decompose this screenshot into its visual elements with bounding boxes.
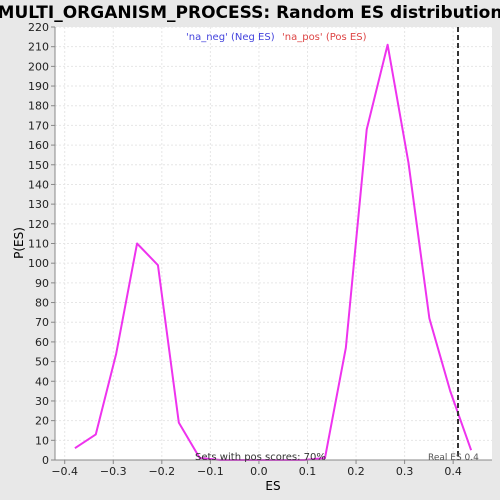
- y-tick-label: 100: [28, 257, 49, 270]
- x-tick-label: 0.0: [250, 465, 268, 478]
- y-tick-label: 170: [28, 119, 49, 132]
- y-tick-label: 210: [28, 41, 49, 54]
- y-tick-label: 110: [28, 238, 49, 251]
- y-axis-label: P(ES): [12, 227, 26, 259]
- real-es-label: Real ES 0.4: [428, 453, 479, 463]
- y-tick-label: 120: [28, 218, 49, 231]
- x-tick-label: −0.3: [100, 465, 127, 478]
- y-tick-label: 40: [35, 375, 49, 388]
- y-tick-label: 0: [42, 454, 49, 467]
- chart-title: MULTI_ORGANISM_PROCESS: Random ES distri…: [0, 3, 500, 23]
- y-tick-label: 160: [28, 139, 49, 152]
- y-tick-label: 80: [35, 297, 49, 310]
- y-tick-label: 20: [35, 415, 49, 428]
- y-tick-label: 50: [35, 356, 49, 369]
- y-tick-label: 150: [28, 159, 49, 172]
- y-tick-label: 70: [35, 316, 49, 329]
- pos-scores-annotation: Sets with pos scores: 70%: [195, 452, 326, 463]
- legend-neg: 'na_neg' (Neg ES): [186, 32, 275, 43]
- y-tick-label: 140: [28, 178, 49, 191]
- legend-pos: 'na_pos' (Pos ES): [282, 32, 367, 43]
- x-tick-label: 0.2: [347, 465, 365, 478]
- y-tick-label: 90: [35, 277, 49, 290]
- x-tick-label: 0.1: [299, 465, 317, 478]
- x-tick-label: −0.4: [51, 465, 78, 478]
- y-tick-label: 60: [35, 336, 49, 349]
- y-tick-label: 180: [28, 100, 49, 113]
- y-tick-label: 10: [35, 434, 49, 447]
- x-tick-label: 0.3: [396, 465, 414, 478]
- x-tick-label: 0.4: [444, 465, 462, 478]
- axis-ticks: 0 10 20 30 40 50 60 70 80 90 100 110 120 130 140 150 160…: [28, 21, 462, 478]
- x-tick-label: −0.2: [148, 465, 175, 478]
- x-axis-label: ES: [265, 479, 280, 493]
- x-tick-label: −0.1: [197, 465, 224, 478]
- y-tick-label: 220: [28, 21, 49, 34]
- y-tick-label: 30: [35, 395, 49, 408]
- y-tick-label: 130: [28, 198, 49, 211]
- y-tick-label: 200: [28, 60, 49, 73]
- y-tick-label: 190: [28, 80, 49, 93]
